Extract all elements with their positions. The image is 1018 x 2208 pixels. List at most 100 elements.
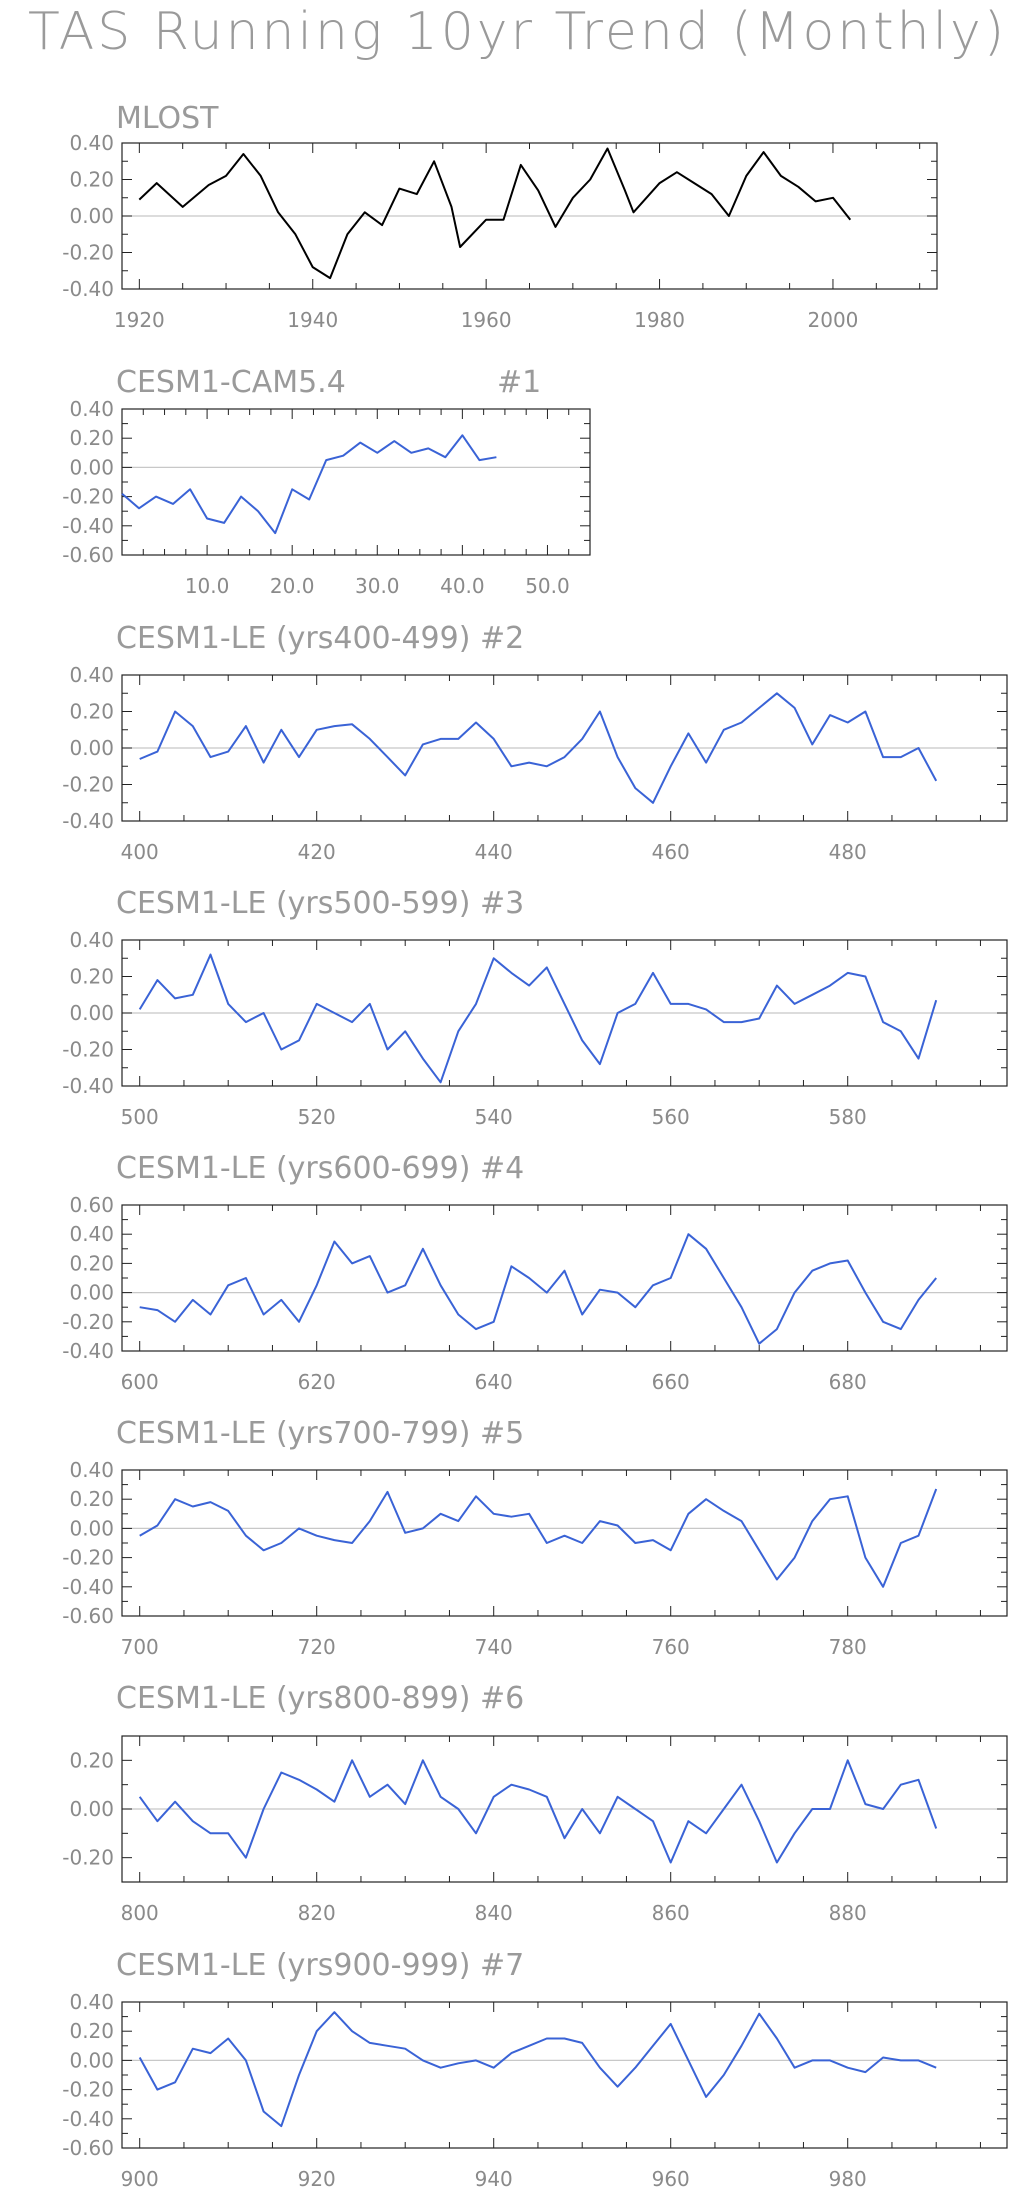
chart-panel-8: CESM1-LE (yrs900-999) #7 -0.60 -0.40 -0.20 0… <box>62 1948 1008 2191</box>
y-tick-label: -0.40 <box>62 514 114 538</box>
panel-title: CESM1-LE (yrs800-899) #6 <box>116 1681 524 1716</box>
series-line <box>138 2011 937 2128</box>
x-tick-label: 800 <box>121 1901 159 1925</box>
y-tick-label: -0.20 <box>62 1038 114 1062</box>
x-tick-label: 580 <box>829 1105 867 1129</box>
y-tick-label: -0.20 <box>62 1546 114 1570</box>
y-tick-label: -0.20 <box>62 1310 114 1334</box>
x-tick-label: 740 <box>475 1635 513 1659</box>
x-tick-label: 480 <box>829 840 867 864</box>
chart-panel-1: MLOST -0.40 -0.20 0.00 0.20 0.40 1920 1940 1960 1… <box>62 101 938 332</box>
x-tick-label: 900 <box>121 2167 159 2191</box>
panel-title-run-number: #1 <box>497 365 541 400</box>
x-tick-label: 960 <box>652 2167 690 2191</box>
y-tick-label: -0.60 <box>62 543 114 567</box>
panel-title: CESM1-CAM5.4 <box>116 365 346 400</box>
x-tick-label: 1940 <box>287 308 338 332</box>
y-tick-label: 0.40 <box>69 131 114 155</box>
x-tick-label: 860 <box>652 1901 690 1925</box>
y-tick-label: 0.40 <box>69 1458 114 1482</box>
panel-title: CESM1-LE (yrs600-699) #4 <box>116 1151 524 1186</box>
y-tick-label: 0.00 <box>69 736 114 760</box>
chart-panel-4: CESM1-LE (yrs500-599) #3 -0.40 -0.20 0.00 0.… <box>62 886 1008 1129</box>
y-tick-label: -0.20 <box>62 773 114 797</box>
panel-title: CESM1-LE (yrs700-799) #5 <box>116 1416 524 1451</box>
chart-panel-7: CESM1-LE (yrs800-899) #6 -0.20 0.00 0.20 800… <box>62 1681 1008 1925</box>
x-tick-label: 640 <box>475 1370 513 1394</box>
x-tick-label: 40.0 <box>440 574 485 598</box>
x-tick-label: 30.0 <box>355 574 400 598</box>
y-tick-label: 0.00 <box>69 455 114 479</box>
y-tick-label: 0.20 <box>69 1251 114 1275</box>
x-tick-label: 680 <box>829 1370 867 1394</box>
y-tick-label: 0.20 <box>69 700 114 724</box>
y-tick-label: -0.40 <box>62 277 114 301</box>
x-tick-label: 50.0 <box>525 574 570 598</box>
series-line <box>138 147 852 280</box>
series-line <box>139 1233 937 1345</box>
plot-frame <box>121 408 591 556</box>
panel-title: CESM1-LE (yrs900-999) #7 <box>116 1948 524 1983</box>
y-tick-label: 0.00 <box>69 1797 114 1821</box>
x-tick-label: 660 <box>652 1370 690 1394</box>
x-tick-label: 2000 <box>808 308 859 332</box>
y-tick-label: -0.40 <box>62 1074 114 1098</box>
series-line <box>138 1759 938 1864</box>
x-tick-label: 760 <box>652 1635 690 1659</box>
y-tick-label: -0.40 <box>62 2107 114 2131</box>
y-tick-label: 0.00 <box>69 204 114 228</box>
x-tick-label: 20.0 <box>270 574 315 598</box>
x-tick-label: 400 <box>121 840 159 864</box>
y-tick-label: -0.60 <box>62 2136 114 2160</box>
chart-panel-5: CESM1-LE (yrs600-699) #4 -0.40 -0.20 0.00 0.… <box>62 1151 1008 1394</box>
panel-title: CESM1-LE (yrs500-599) #3 <box>116 886 524 921</box>
chart-panel-6: CESM1-LE (yrs700-799) #5 -0.60 -0.40 -0.20 0… <box>62 1416 1008 1659</box>
x-tick-label: 520 <box>298 1105 336 1129</box>
x-tick-label: 420 <box>298 840 336 864</box>
panel-title: CESM1-LE (yrs400-499) #2 <box>116 621 524 656</box>
y-tick-label: 0.20 <box>69 2019 114 2043</box>
plot-frame <box>121 1204 1008 1352</box>
y-tick-label: 0.00 <box>69 1001 114 1025</box>
y-tick-label: 0.40 <box>69 1990 114 2014</box>
x-tick-label: 880 <box>829 1901 867 1925</box>
y-tick-label: 0.20 <box>69 1748 114 1772</box>
y-tick-label: -0.40 <box>62 809 114 833</box>
x-tick-label: 780 <box>829 1635 867 1659</box>
x-tick-label: 940 <box>475 2167 513 2191</box>
y-tick-label: 0.40 <box>69 397 114 421</box>
x-tick-label: 720 <box>298 1635 336 1659</box>
x-tick-label: 500 <box>121 1105 159 1129</box>
y-tick-label: 0.00 <box>69 1281 114 1305</box>
y-tick-label: -0.20 <box>62 485 114 509</box>
series-line <box>138 953 938 1084</box>
x-tick-label: 1920 <box>114 308 165 332</box>
x-tick-label: 620 <box>298 1370 336 1394</box>
y-tick-label: 0.40 <box>69 663 114 687</box>
y-tick-label: 0.20 <box>69 426 114 450</box>
series-line <box>139 1488 938 1588</box>
y-tick-label: -0.40 <box>62 1575 114 1599</box>
x-tick-label: 980 <box>829 2167 867 2191</box>
plot-frame <box>121 2001 1008 2149</box>
series-line <box>139 692 938 804</box>
series-line <box>121 434 497 535</box>
x-tick-label: 560 <box>652 1105 690 1129</box>
x-tick-label: 920 <box>298 2167 336 2191</box>
y-tick-label: 0.00 <box>69 2048 114 2072</box>
x-tick-label: 440 <box>475 840 513 864</box>
x-tick-label: 700 <box>121 1635 159 1659</box>
chart-panel-3: CESM1-LE (yrs400-499) #2 -0.40 -0.20 0.00 0.… <box>62 621 1008 864</box>
y-tick-label: 0.60 <box>69 1193 114 1217</box>
y-tick-label: 0.20 <box>69 168 114 192</box>
y-tick-label: 0.00 <box>69 1516 114 1540</box>
y-tick-label: -0.20 <box>62 2078 114 2102</box>
x-tick-label: 820 <box>298 1901 336 1925</box>
y-tick-label: -0.20 <box>62 1846 114 1870</box>
y-tick-label: 0.20 <box>69 1487 114 1511</box>
x-tick-label: 460 <box>652 840 690 864</box>
x-tick-label: 540 <box>475 1105 513 1129</box>
x-tick-label: 1960 <box>461 308 512 332</box>
y-tick-label: 0.40 <box>69 1222 114 1246</box>
y-tick-label: 0.20 <box>69 965 114 989</box>
